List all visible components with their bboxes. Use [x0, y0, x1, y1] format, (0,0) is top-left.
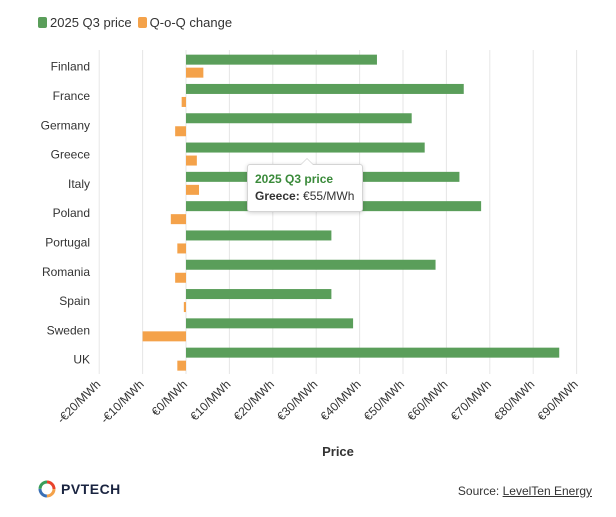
bar-change[interactable] — [186, 184, 200, 195]
source-prefix: Source: — [457, 484, 500, 498]
bar-change[interactable] — [186, 155, 197, 166]
x-tick-label: -€10/MWh — [98, 377, 147, 426]
x-tick-label: €0/MWh — [149, 377, 190, 418]
category-label: Sweden — [47, 323, 90, 337]
bar-price[interactable] — [186, 289, 332, 300]
bar-change[interactable] — [142, 331, 186, 342]
bar-price[interactable] — [186, 54, 377, 65]
bar-price[interactable] — [186, 347, 560, 358]
bar-price[interactable] — [186, 142, 425, 153]
bar-change[interactable] — [183, 302, 186, 313]
x-tick-label: €30/MWh — [274, 377, 320, 423]
category-labels: Finland France Germany Greece Italy Poland Por… — [41, 60, 91, 367]
tooltip-body: Greece: €55/MWh — [255, 188, 354, 205]
pvtech-logo[interactable]: PVTECH — [38, 480, 121, 498]
legend-swatch-price — [38, 17, 47, 28]
tooltip-value: €55/MWh — [303, 189, 355, 203]
bar-price[interactable] — [186, 113, 412, 124]
x-tick-label: -€20/MWh — [54, 377, 103, 426]
bars — [142, 54, 560, 371]
bar-change[interactable] — [175, 126, 186, 137]
bar-change[interactable] — [177, 360, 186, 371]
category-label: Germany — [41, 118, 90, 132]
x-tick-label: €90/MWh — [535, 377, 581, 423]
x-tick-labels: -€20/MWh-€10/MWh €0/MWh€10/MWh€20/MWh€30/… — [54, 377, 580, 426]
legend-swatch-change — [137, 17, 147, 28]
x-tick-label: €40/MWh — [318, 377, 364, 423]
category-label: Portugal — [45, 235, 90, 249]
bar-price[interactable] — [186, 83, 464, 94]
bar-price[interactable] — [186, 318, 354, 329]
tooltip: 2025 Q3 price Greece: €55/MWh — [247, 158, 364, 212]
legend-label-price: 2025 Q3 price — [50, 15, 132, 30]
pvtech-logo-icon — [38, 480, 56, 498]
bar-price[interactable] — [186, 259, 436, 270]
category-label: France — [53, 89, 91, 103]
bar-change[interactable] — [177, 243, 186, 254]
category-label: UK — [73, 353, 90, 367]
chart-legend: 2025 Q3 price Q-o-Q change — [38, 15, 238, 30]
logo-text: PVTECH — [61, 481, 121, 497]
bar-price[interactable] — [186, 230, 332, 241]
x-axis-title: Price — [322, 444, 354, 459]
source-link[interactable]: LevelTen Energy — [502, 484, 592, 498]
bar-change[interactable] — [181, 96, 186, 107]
x-tick-label: €10/MWh — [187, 377, 233, 423]
category-label: Italy — [68, 177, 90, 191]
category-label: Spain — [59, 294, 90, 308]
bar-change[interactable] — [175, 272, 186, 283]
bar-change[interactable] — [170, 214, 186, 225]
legend-label-change: Q-o-Q change — [149, 15, 233, 30]
x-tick-label: €80/MWh — [491, 377, 537, 423]
bar-change[interactable] — [186, 67, 204, 78]
x-tick-label: €20/MWh — [231, 377, 277, 423]
tooltip-series: 2025 Q3 price — [255, 172, 334, 186]
legend-item-price[interactable]: 2025 Q3 price — [38, 15, 132, 30]
tooltip-category: Greece: — [255, 189, 300, 203]
x-tick-label: €60/MWh — [404, 377, 450, 423]
category-label: Poland — [53, 206, 90, 220]
x-tick-label: €70/MWh — [448, 377, 494, 423]
legend-item-change[interactable]: Q-o-Q change — [137, 15, 233, 30]
x-tick-label: €50/MWh — [361, 377, 407, 423]
gridlines — [98, 50, 578, 374]
category-label: Greece — [51, 148, 91, 162]
category-label: Romania — [42, 265, 90, 279]
source-note: Source: LevelTen Energy — [458, 484, 592, 498]
category-label: Finland — [51, 60, 90, 74]
